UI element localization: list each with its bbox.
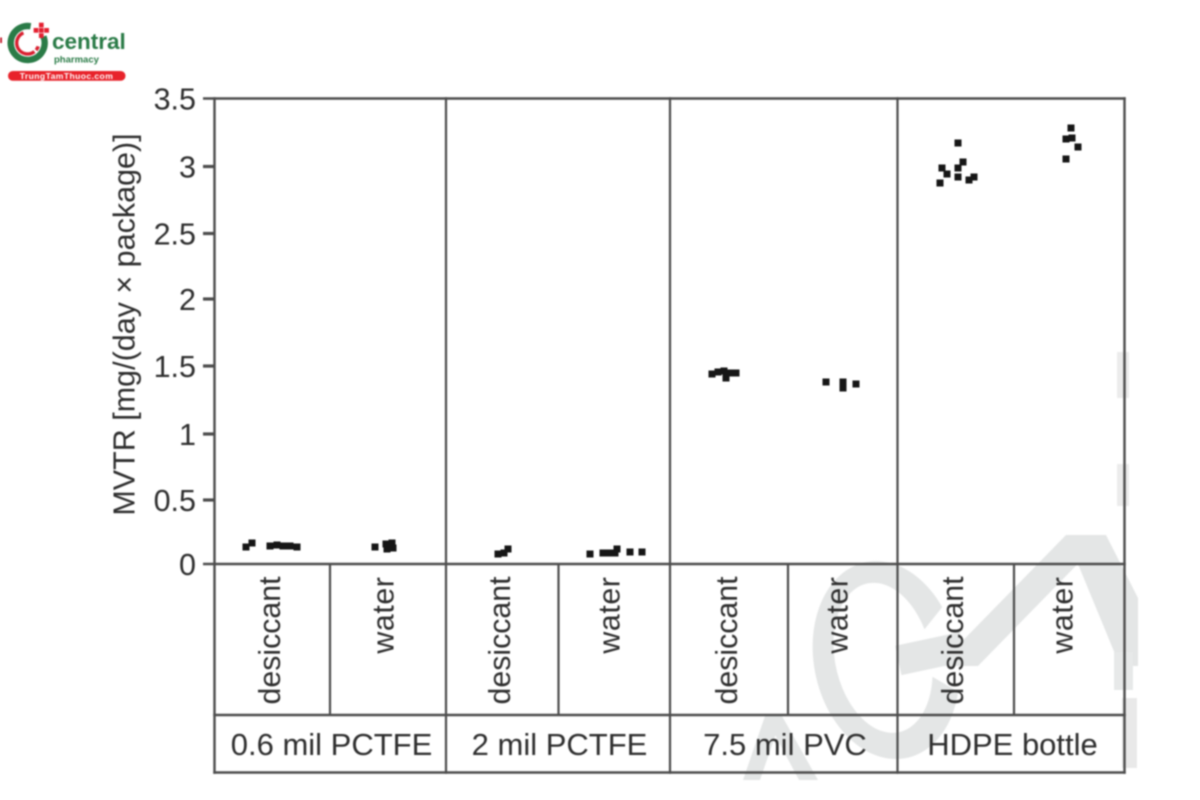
svg-text:0: 0 (179, 548, 196, 582)
svg-text:HDPE bottle: HDPE bottle (927, 727, 1098, 762)
svg-text:1: 1 (179, 418, 196, 452)
svg-text:water: water (1047, 577, 1080, 655)
svg-text:0.5: 0.5 (154, 484, 196, 518)
svg-text:1.5: 1.5 (154, 350, 196, 384)
svg-text:desiccant: desiccant (937, 576, 970, 705)
svg-text:7.5 mil PVC: 7.5 mil PVC (703, 727, 867, 762)
svg-text:water: water (822, 577, 855, 655)
svg-text:desiccant: desiccant (484, 576, 517, 705)
svg-text:desiccant: desiccant (711, 576, 744, 705)
svg-text:3.5: 3.5 (154, 83, 196, 117)
svg-text:2.5: 2.5 (154, 218, 196, 252)
svg-text:desiccant: desiccant (254, 576, 287, 705)
svg-text:pharmacy: pharmacy (54, 55, 100, 66)
svg-text:2: 2 (179, 283, 196, 317)
svg-text:0.6 mil PCTFE: 0.6 mil PCTFE (231, 727, 433, 762)
svg-text:water: water (594, 577, 627, 655)
svg-text:2 mil PCTFE: 2 mil PCTFE (472, 727, 648, 762)
svg-text:TrungTamThuoc.com: TrungTamThuoc.com (20, 71, 114, 81)
svg-text:central: central (52, 29, 126, 54)
svg-text:3: 3 (179, 151, 196, 185)
svg-text:MVTR [mg/(day × package)]: MVTR [mg/(day × package)] (108, 133, 142, 515)
svg-text:water: water (368, 577, 401, 655)
